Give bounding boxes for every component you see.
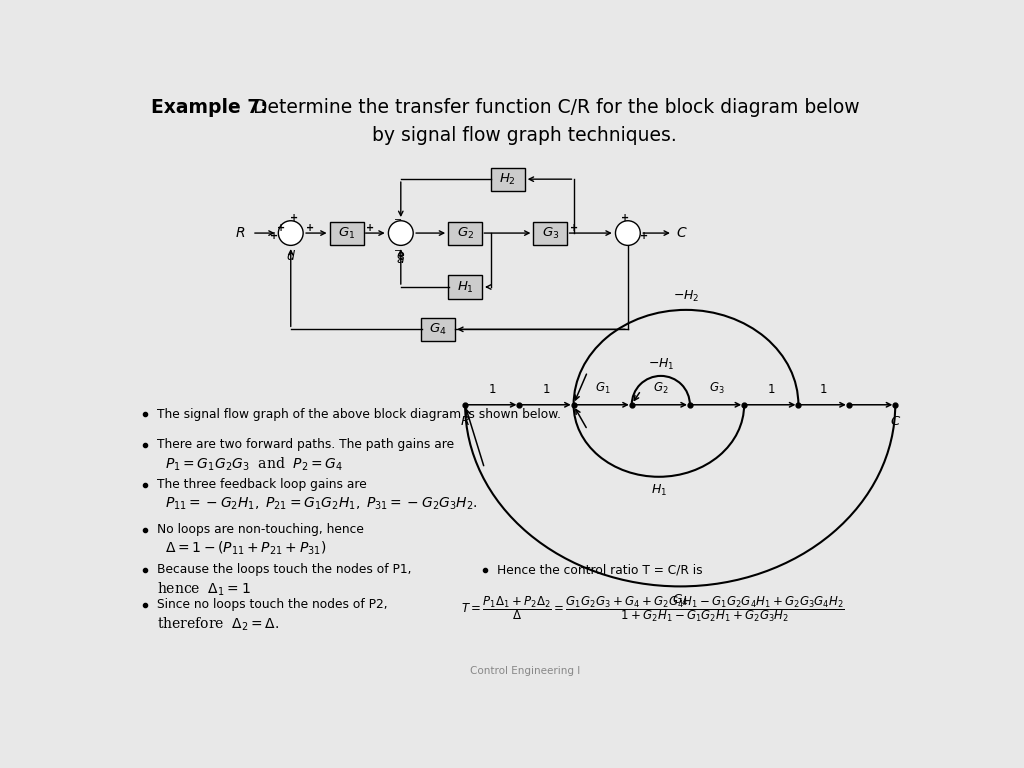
Text: +: + xyxy=(640,231,648,241)
Text: $C$: $C$ xyxy=(676,226,687,240)
Circle shape xyxy=(279,220,303,246)
FancyBboxPatch shape xyxy=(490,167,525,190)
Text: Control Engineering I: Control Engineering I xyxy=(470,666,580,676)
Text: The three feedback loop gains are: The three feedback loop gains are xyxy=(158,478,368,492)
Text: +: + xyxy=(269,231,278,241)
Text: $1$: $1$ xyxy=(488,383,497,396)
Text: hence  $\Delta_1 = 1$: hence $\Delta_1 = 1$ xyxy=(158,580,251,598)
Text: $G_2$: $G_2$ xyxy=(457,226,474,240)
Text: $H_2$: $H_2$ xyxy=(500,171,516,187)
FancyBboxPatch shape xyxy=(534,221,567,245)
Text: $H_1$: $H_1$ xyxy=(457,280,474,294)
Text: Hence the control ratio T = C/R is: Hence the control ratio T = C/R is xyxy=(497,563,702,576)
Text: $-H_2$: $-H_2$ xyxy=(673,289,699,303)
Text: $T = \dfrac{P_1\Delta_1 + P_2\Delta_2}{\Delta} = \dfrac{G_1G_2G_3 + G_4 + G_2G_4: $T = \dfrac{P_1\Delta_1 + P_2\Delta_2}{\… xyxy=(461,594,845,624)
Text: $P_1 = G_1G_2G_3$  and  $P_2 = G_4$: $P_1 = G_1G_2G_3$ and $P_2 = G_4$ xyxy=(165,455,343,473)
Text: $H_1$: $H_1$ xyxy=(651,483,667,498)
Text: Because the loops touch the nodes of P1,: Because the loops touch the nodes of P1, xyxy=(158,563,412,576)
Text: +: + xyxy=(621,213,629,223)
Text: $G_4$: $G_4$ xyxy=(429,322,446,337)
Text: $G_1$: $G_1$ xyxy=(595,381,610,396)
Text: $-H_1$: $-H_1$ xyxy=(647,357,674,372)
Text: No loops are non-touching, hence: No loops are non-touching, hence xyxy=(158,523,365,536)
Text: $d$: $d$ xyxy=(286,250,296,263)
FancyBboxPatch shape xyxy=(449,221,482,245)
Circle shape xyxy=(388,220,414,246)
Text: $G_3$: $G_3$ xyxy=(542,226,559,240)
Text: $C$: $C$ xyxy=(891,415,901,428)
Text: $R$: $R$ xyxy=(236,226,246,240)
Text: +: + xyxy=(306,223,314,233)
Text: $e$: $e$ xyxy=(396,250,406,262)
Text: $1$: $1$ xyxy=(767,383,775,396)
Text: $\Delta = 1 - (P_{11} + P_{21} + P_{31})$: $\Delta = 1 - (P_{11} + P_{21} + P_{31})… xyxy=(165,540,327,558)
Circle shape xyxy=(615,220,640,246)
FancyBboxPatch shape xyxy=(449,276,482,299)
Text: $-$: $-$ xyxy=(393,213,402,223)
Text: $R$: $R$ xyxy=(460,415,470,428)
Text: therefore  $\Delta_2 = \Delta.$: therefore $\Delta_2 = \Delta.$ xyxy=(158,615,280,633)
Text: Determine the transfer function C/R for the block diagram below: Determine the transfer function C/R for … xyxy=(247,98,859,118)
Text: $G_3$: $G_3$ xyxy=(710,381,725,396)
Text: $G_4$: $G_4$ xyxy=(672,593,688,607)
Text: $P_{11} = -G_2H_1,\;P_{21} = G_1G_2H_1,\;P_{31} = -G_2G_3H_2.$: $P_{11} = -G_2H_1,\;P_{21} = G_1G_2H_1,\… xyxy=(165,496,478,512)
Text: $a$: $a$ xyxy=(396,253,406,266)
Text: $G_1$: $G_1$ xyxy=(338,226,355,240)
Text: +: + xyxy=(290,213,298,223)
Text: $G_2$: $G_2$ xyxy=(653,381,669,396)
Text: The signal flow graph of the above block diagram is shown below.: The signal flow graph of the above block… xyxy=(158,408,561,421)
Text: $1$: $1$ xyxy=(819,383,827,396)
Text: +: + xyxy=(366,223,374,233)
Text: There are two forward paths. The path gains are: There are two forward paths. The path ga… xyxy=(158,439,455,452)
Text: by signal flow graph techniques.: by signal flow graph techniques. xyxy=(373,126,677,145)
Text: $1$: $1$ xyxy=(543,383,551,396)
Text: $-$: $-$ xyxy=(393,244,402,254)
FancyBboxPatch shape xyxy=(421,318,455,341)
Text: +: + xyxy=(569,223,578,233)
FancyBboxPatch shape xyxy=(330,221,364,245)
Text: Since no loops touch the nodes of P2,: Since no loops touch the nodes of P2, xyxy=(158,598,388,611)
Text: +: + xyxy=(278,223,286,233)
Text: Example 7:: Example 7: xyxy=(152,98,268,118)
